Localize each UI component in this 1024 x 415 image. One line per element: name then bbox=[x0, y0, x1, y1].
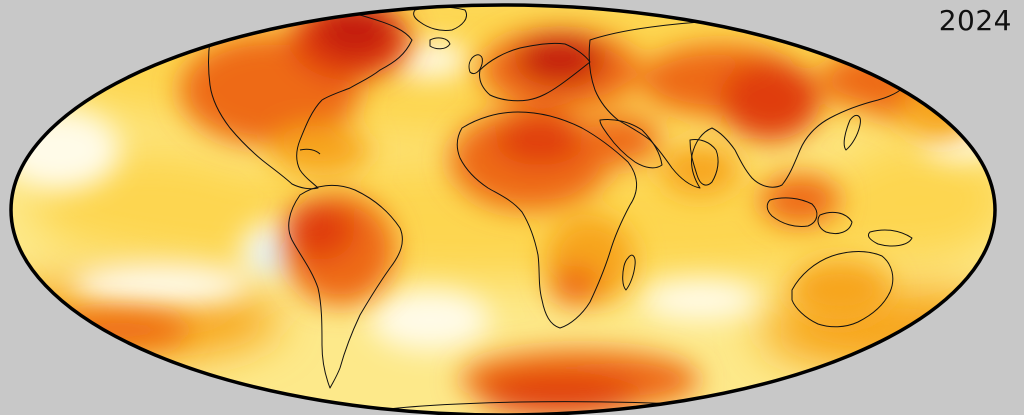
coast-africa bbox=[456, 111, 637, 329]
coast-borneo bbox=[817, 211, 853, 235]
coast-australia bbox=[791, 251, 894, 328]
coast-north-america bbox=[208, 9, 413, 190]
coast-south-america bbox=[288, 184, 403, 389]
coast-india bbox=[689, 139, 719, 186]
coast-se-asia bbox=[766, 197, 818, 227]
coast-japan bbox=[843, 114, 861, 151]
globe-outline bbox=[9, 3, 997, 415]
coast-madagascar bbox=[622, 254, 636, 291]
coast-new-guinea bbox=[867, 229, 913, 247]
coast-europe bbox=[479, 42, 591, 102]
coast-iceland bbox=[429, 37, 451, 50]
coast-uk bbox=[468, 54, 483, 75]
coast-arabia bbox=[599, 119, 663, 169]
coast-caribbean bbox=[299, 148, 321, 155]
year-label: 2024 bbox=[938, 4, 1012, 37]
